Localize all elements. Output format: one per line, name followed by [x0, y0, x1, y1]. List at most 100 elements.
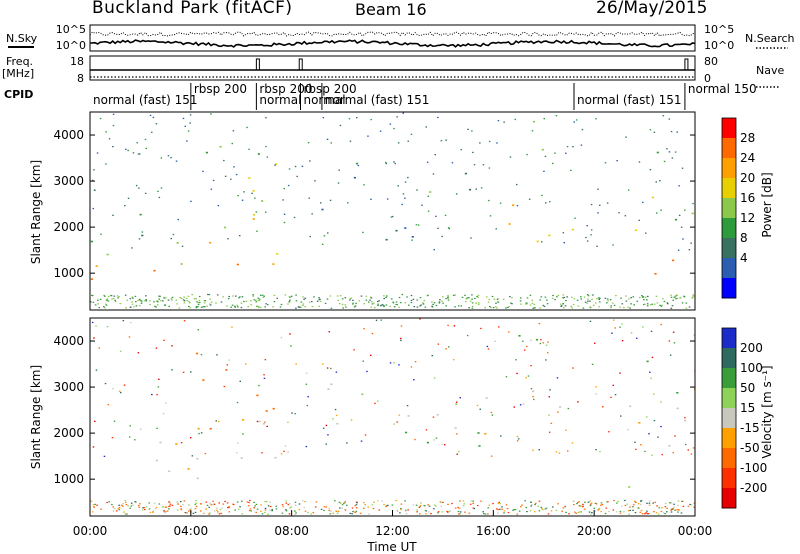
power-noise-cell	[573, 121, 575, 123]
power-ground-cell	[404, 302, 407, 304]
power-ground-cell	[511, 297, 513, 299]
power-ground-cell	[647, 295, 649, 297]
power-colorbar-tick-0: 28	[740, 131, 755, 145]
power-noise-cell	[241, 199, 244, 201]
power-ground-cell	[175, 299, 178, 301]
power-ground-cell	[371, 301, 373, 303]
velocity-noise-cell	[113, 420, 116, 422]
power-ground-cell	[256, 305, 258, 307]
power-ground-cell	[661, 304, 663, 306]
power-cell	[353, 176, 356, 179]
velocity-noise-cell	[557, 411, 559, 413]
power-ground-cell	[645, 296, 647, 298]
power-ground-cell	[471, 305, 474, 307]
power-ground-cell	[337, 299, 339, 301]
velocity-noise-cell	[413, 379, 415, 381]
velocity-ground-cell	[250, 510, 253, 512]
power-ground-cell	[431, 305, 433, 307]
velocity-noise-cell	[305, 383, 308, 385]
velocity-ground-cell	[648, 500, 651, 502]
velocity-ground-cell	[538, 500, 541, 502]
velocity-ground-cell	[93, 506, 95, 508]
power-ground-cell	[342, 307, 344, 309]
velocity-ground-cell	[161, 506, 164, 508]
power-colorbar-swatch-2	[722, 158, 736, 179]
power-noise-cell	[294, 165, 297, 168]
velocity-noise-cell	[651, 454, 653, 456]
velocity-colorbar-swatch-8	[722, 488, 736, 509]
velocity-ground-cell	[552, 506, 554, 508]
power-noise-cell	[572, 146, 574, 148]
power-ground-cell	[197, 302, 199, 304]
velocity-ground-cell	[351, 513, 353, 515]
velocity-noise-cell	[539, 342, 542, 345]
velocity-ground-cell	[115, 510, 118, 512]
velocity-noise-cell	[346, 442, 348, 444]
velocity-ground-cell	[195, 502, 198, 504]
power-cell	[654, 273, 657, 275]
velocity-cell	[187, 468, 190, 470]
power-ground-cell	[378, 300, 380, 302]
velocity-ground-cell	[672, 507, 674, 510]
velocity-noise-cell	[398, 364, 400, 366]
velocity-ground-cell	[320, 508, 323, 510]
power-noise-cell	[625, 136, 627, 138]
velocity-ground-cell	[623, 511, 625, 513]
velocity-cell	[638, 422, 641, 424]
power-ground-cell	[562, 294, 565, 296]
power-ground-cell	[416, 299, 419, 301]
velocity-ground-cell	[448, 510, 450, 512]
power-ground-cell	[349, 297, 352, 300]
velocity-noise-cell	[635, 448, 637, 450]
velocity-ground-cell	[507, 511, 510, 514]
velocity-ground-cell	[247, 505, 250, 507]
velocity-noise-cell	[684, 417, 686, 419]
velocity-noise-cell	[530, 365, 532, 367]
power-panel-background	[90, 112, 695, 310]
velocity-ground-cell	[363, 502, 365, 504]
velocity-noise-cell	[104, 382, 107, 385]
velocity-noise-cell	[95, 325, 97, 327]
power-ground-cell	[197, 303, 200, 305]
velocity-ground-cell	[355, 507, 358, 509]
power-ground-cell	[264, 306, 266, 308]
velocity-ground-cell	[122, 505, 124, 507]
velocity-ground-cell	[192, 512, 195, 514]
velocity-colorbar-swatch-4	[722, 408, 736, 429]
velocity-noise-cell	[217, 420, 220, 423]
velocity-noise-cell	[630, 332, 633, 334]
power-ground-cell	[493, 298, 496, 300]
velocity-ground-cell	[440, 501, 442, 503]
velocity-colorbar-tick-7: -200	[740, 481, 767, 495]
power-ground-cell	[176, 303, 178, 305]
power-ground-cell	[662, 298, 664, 300]
velocity-ground-cell	[163, 512, 166, 514]
velocity-ground-cell	[368, 513, 370, 515]
power-noise-cell	[243, 191, 245, 193]
power-noise-cell	[309, 235, 311, 238]
power-noise-cell	[386, 198, 389, 200]
velocity-cell	[485, 397, 488, 399]
power-noise-cell	[152, 116, 155, 119]
velocity-noise-cell	[646, 416, 648, 418]
velocity-noise-cell	[431, 355, 433, 357]
cpid-label: CPID	[4, 88, 33, 101]
power-cell	[536, 240, 539, 243]
power-ground-cell	[360, 295, 363, 297]
velocity-ground-cell	[111, 503, 113, 506]
velocity-ground-cell	[534, 511, 536, 513]
power-noise-cell	[682, 238, 684, 240]
power-ground-cell	[168, 305, 170, 307]
power-colorbar-swatch-5	[722, 218, 736, 239]
power-noise-cell	[580, 144, 583, 146]
power-ground-cell	[124, 294, 127, 296]
velocity-noise-cell	[236, 452, 238, 454]
power-ground-cell	[636, 300, 639, 302]
velocity-ground-cell	[433, 504, 436, 506]
power-ground-cell	[642, 296, 645, 298]
velocity-ground-cell	[94, 503, 97, 505]
velocity-noise-cell	[263, 377, 266, 379]
power-noise-cell	[599, 204, 601, 206]
